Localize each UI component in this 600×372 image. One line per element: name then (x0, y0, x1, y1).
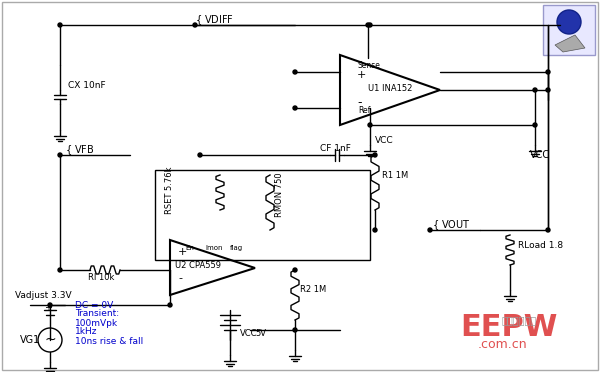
Circle shape (373, 228, 377, 232)
Text: VCC: VCC (240, 328, 257, 337)
Circle shape (58, 153, 62, 157)
Text: DC = 0V: DC = 0V (75, 301, 113, 310)
Text: ~: ~ (44, 333, 56, 347)
Circle shape (373, 153, 377, 157)
Bar (543, 5, 595, 55)
Text: Transient:: Transient: (75, 310, 119, 318)
Circle shape (293, 70, 297, 74)
Text: R2 1M: R2 1M (300, 285, 326, 295)
Text: RI 10k: RI 10k (88, 273, 115, 282)
Text: +: + (178, 247, 187, 257)
Bar (155, 170, 370, 260)
Text: RSET 5.76k: RSET 5.76k (165, 166, 174, 214)
Text: Imon: Imon (205, 245, 223, 251)
Circle shape (546, 88, 550, 92)
Text: VG1: VG1 (20, 335, 40, 345)
Text: CX 10nF: CX 10nF (68, 80, 106, 90)
Circle shape (546, 23, 550, 27)
Text: 5V: 5V (255, 328, 266, 337)
Circle shape (366, 23, 370, 27)
Text: -: - (357, 96, 361, 109)
Circle shape (368, 23, 372, 27)
Text: VCC: VCC (375, 135, 394, 144)
Circle shape (48, 303, 52, 307)
Circle shape (557, 10, 581, 34)
Text: $\{$ VOUT: $\{$ VOUT (432, 218, 470, 232)
Text: Sense: Sense (357, 61, 380, 70)
Circle shape (368, 123, 372, 127)
Polygon shape (555, 35, 585, 52)
Text: U2 CPA559: U2 CPA559 (175, 260, 221, 269)
Text: -: - (178, 273, 182, 283)
Text: +: + (357, 70, 367, 80)
Text: flag: flag (230, 245, 243, 251)
Text: CF 1nF: CF 1nF (320, 144, 351, 153)
Circle shape (533, 88, 537, 92)
Text: 1kHz: 1kHz (75, 327, 97, 337)
Text: VCC: VCC (530, 150, 550, 160)
Text: U1 INA152: U1 INA152 (368, 83, 412, 93)
Text: $\{$ VDIFF: $\{$ VDIFF (195, 13, 234, 27)
Circle shape (293, 328, 297, 332)
Text: Ref: Ref (358, 106, 370, 115)
Text: 10ns rise & fall: 10ns rise & fall (75, 337, 143, 346)
Text: .com.cn: .com.cn (478, 339, 527, 352)
Text: +: + (44, 303, 52, 313)
Text: 100mVpk: 100mVpk (75, 318, 118, 327)
Circle shape (168, 303, 172, 307)
Circle shape (58, 23, 62, 27)
Circle shape (193, 23, 197, 27)
Text: $\{$ VFB: $\{$ VFB (65, 143, 95, 157)
Circle shape (546, 70, 550, 74)
Circle shape (198, 153, 202, 157)
Text: 電子產品世界: 電子產品世界 (502, 315, 537, 325)
Text: EEPW: EEPW (460, 314, 557, 343)
Text: En: En (185, 245, 194, 251)
Circle shape (293, 268, 297, 272)
Text: R1 1M: R1 1M (382, 170, 408, 180)
Text: RLoad 1.8: RLoad 1.8 (518, 241, 563, 250)
Text: RMON 750: RMON 750 (275, 173, 284, 217)
Circle shape (428, 228, 432, 232)
Text: Vadjust 3.3V: Vadjust 3.3V (15, 291, 71, 299)
Circle shape (293, 106, 297, 110)
Circle shape (533, 123, 537, 127)
Circle shape (58, 268, 62, 272)
Circle shape (546, 228, 550, 232)
